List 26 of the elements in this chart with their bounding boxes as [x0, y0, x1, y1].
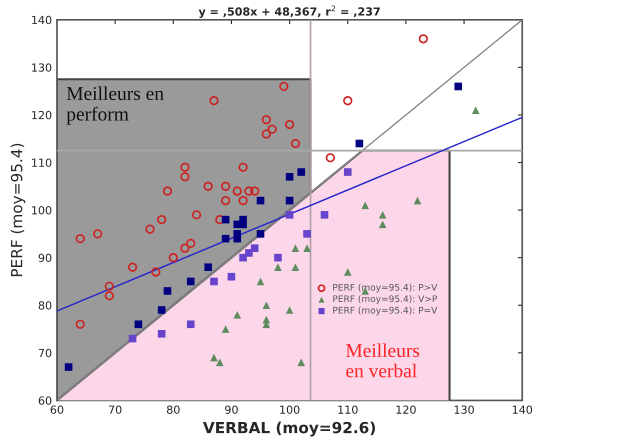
y-tick-label: 120: [32, 110, 52, 120]
y-tick-label: 70: [38, 348, 52, 358]
y-tick-label: 140: [32, 16, 52, 24]
x-tick-label: 100: [280, 405, 300, 414]
x-tick-label: 110: [338, 405, 358, 414]
y-tick-label: 130: [32, 63, 52, 72]
x-tick-label: 80: [166, 405, 180, 414]
annotation: Meilleurs en verbal: [346, 343, 420, 378]
chart-title: y = ,508x + 48,367, r$^{2}$ = ,237: [198, 6, 380, 18]
legend-label: PERF (moy=95.4): P>V: [333, 284, 438, 292]
x-tick-label: 90: [225, 405, 238, 414]
legend-label: PERF (moy=95.4): V>P: [333, 295, 438, 304]
x-tick-label: 120: [396, 405, 416, 414]
y-tick-label: 110: [32, 158, 52, 167]
y-axis-title: PERF (moy=95.4): [10, 144, 26, 276]
x-tick-label: 60: [50, 405, 64, 414]
x-tick-label: 130: [454, 405, 474, 414]
annotation: Meilleurs en perform: [66, 86, 164, 125]
y-tick-label: 60: [38, 396, 52, 405]
y-tick-label: 90: [38, 254, 52, 262]
y-tick-label: 100: [32, 206, 52, 214]
x-axis-title: VERBAL (moy=92.6): [202, 422, 375, 436]
x-tick-label: 140: [512, 405, 532, 414]
y-tick-label: 80: [38, 301, 52, 310]
x-tick-label: 70: [108, 405, 122, 414]
legend-label: PERF (moy=95.4): P=V: [333, 306, 438, 316]
